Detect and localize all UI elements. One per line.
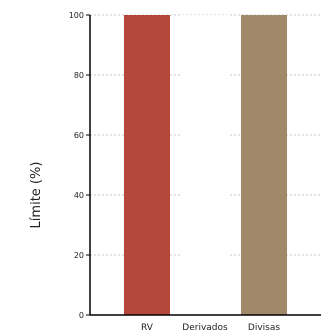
y-tick-labels: 0 20 40 60 80 100 (69, 11, 84, 320)
category-label-derivados: Derivados (182, 323, 228, 333)
y-tick-label-60: 60 (74, 131, 84, 140)
y-tick-label-80: 80 (74, 71, 84, 80)
y-tick-label-100: 100 (69, 11, 84, 20)
bar-divisas (241, 15, 287, 315)
bar-derivados (182, 15, 228, 315)
category-label-rv: RV (141, 323, 154, 333)
axes (86, 14, 321, 316)
y-tick-label-20: 20 (74, 251, 84, 260)
category-labels: RV Derivados Divisas (141, 323, 280, 333)
y-tick-label-40: 40 (74, 191, 84, 200)
bar-rv (124, 15, 170, 315)
y-axis-title: Límite (%) (29, 162, 44, 229)
bars (124, 15, 287, 315)
y-tick-label-0: 0 (79, 311, 84, 320)
category-label-divisas: Divisas (248, 323, 280, 333)
